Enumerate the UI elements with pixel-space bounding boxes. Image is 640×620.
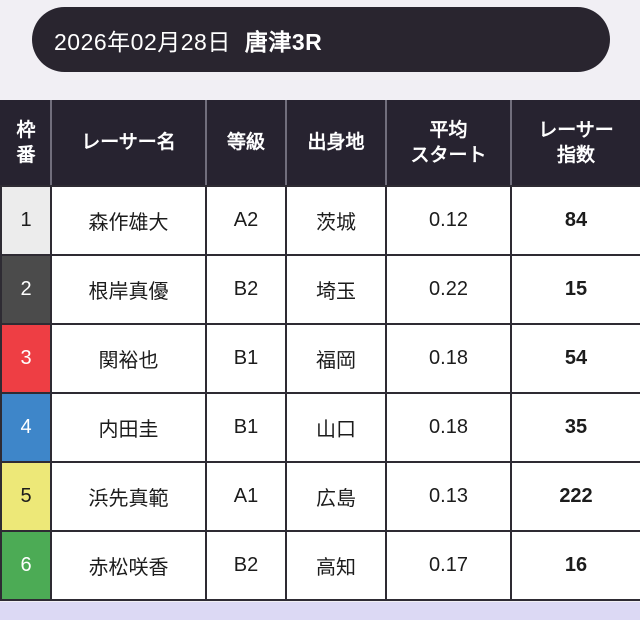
table-row: 5 浜先真範 A1 広島 0.13 222 xyxy=(0,461,640,532)
table-row: 2 根岸真優 B2 埼玉 0.22 15 xyxy=(0,254,640,325)
grade-cell: B2 xyxy=(205,254,287,325)
table-row: 1 森作雄大 A2 茨城 0.12 84 xyxy=(0,185,640,256)
race-name: 唐津3R xyxy=(244,28,323,55)
column-header-grade: 等級 xyxy=(206,100,287,187)
racer-name-cell: 根岸真優 xyxy=(50,254,207,325)
table-row: 3 関裕也 B1 福岡 0.18 54 xyxy=(0,323,640,394)
racer-name-cell: 関裕也 xyxy=(50,323,207,394)
grade-cell: B1 xyxy=(205,323,287,394)
avg-start-cell: 0.13 xyxy=(385,461,512,532)
avg-start-cell: 0.12 xyxy=(385,185,512,256)
frame-cell: 1 xyxy=(0,185,52,256)
index-cell: 35 xyxy=(510,392,640,463)
frame-cell: 5 xyxy=(0,461,52,532)
index-cell: 84 xyxy=(510,185,640,256)
origin-cell: 福岡 xyxy=(285,323,387,394)
racer-table: 枠 番 レーサー名 等級 出身地 平均 スタート レーサー 指数 1 森作雄大 … xyxy=(0,100,640,601)
column-header-avg-start: 平均 スタート xyxy=(386,100,512,187)
index-cell: 15 xyxy=(510,254,640,325)
index-cell: 222 xyxy=(510,461,640,532)
race-header-pill: 2026年02月28日 唐津3R xyxy=(32,7,610,72)
origin-cell: 広島 xyxy=(285,461,387,532)
origin-cell: 山口 xyxy=(285,392,387,463)
grade-cell: A1 xyxy=(205,461,287,532)
origin-cell: 埼玉 xyxy=(285,254,387,325)
avg-start-cell: 0.18 xyxy=(385,323,512,394)
column-header-name: レーサー名 xyxy=(51,100,207,187)
column-header-frame: 枠 番 xyxy=(0,100,52,187)
avg-start-cell: 0.22 xyxy=(385,254,512,325)
frame-cell: 2 xyxy=(0,254,52,325)
origin-cell: 茨城 xyxy=(285,185,387,256)
table-row: 6 赤松咲香 B2 高知 0.17 16 xyxy=(0,530,640,601)
frame-cell: 3 xyxy=(0,323,52,394)
grade-cell: B2 xyxy=(205,530,287,601)
column-header-index: レーサー 指数 xyxy=(511,100,640,187)
race-date: 2026年02月28日 xyxy=(54,28,231,55)
origin-cell: 高知 xyxy=(285,530,387,601)
racer-name-cell: 内田圭 xyxy=(50,392,207,463)
grade-cell: A2 xyxy=(205,185,287,256)
bottom-strip xyxy=(0,602,640,620)
index-cell: 54 xyxy=(510,323,640,394)
frame-cell: 4 xyxy=(0,392,52,463)
frame-cell: 6 xyxy=(0,530,52,601)
grade-cell: B1 xyxy=(205,392,287,463)
racer-table-header: 枠 番 レーサー名 等級 出身地 平均 スタート レーサー 指数 xyxy=(0,100,640,187)
avg-start-cell: 0.18 xyxy=(385,392,512,463)
table-row: 4 内田圭 B1 山口 0.18 35 xyxy=(0,392,640,463)
column-header-origin: 出身地 xyxy=(286,100,387,187)
avg-start-cell: 0.17 xyxy=(385,530,512,601)
racer-name-cell: 森作雄大 xyxy=(50,185,207,256)
racer-name-cell: 浜先真範 xyxy=(50,461,207,532)
index-cell: 16 xyxy=(510,530,640,601)
racer-name-cell: 赤松咲香 xyxy=(50,530,207,601)
